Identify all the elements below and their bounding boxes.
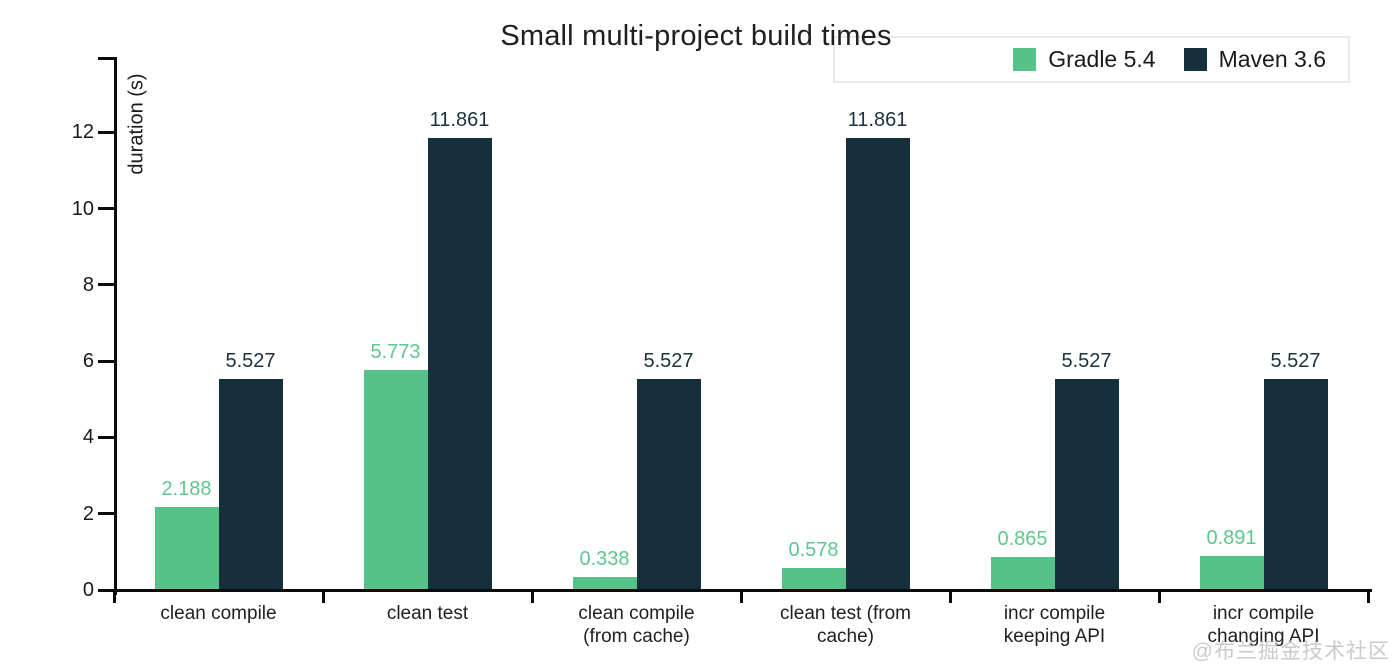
x-boundary-tick	[113, 590, 116, 603]
bar-maven-3-6-4	[1054, 379, 1119, 590]
bar-gradle-5-4-5	[1199, 556, 1264, 590]
chart-title: Small multi-project build times	[500, 20, 892, 52]
x-category-label: incr compile changing API	[1207, 603, 1320, 647]
y-tick-label: 0	[82, 579, 94, 601]
legend-swatch-maven-icon	[1183, 48, 1207, 71]
bar-value-label: 11.861	[847, 108, 908, 131]
x-category-label: clean test	[386, 603, 469, 624]
y-axis-title: duration (s)	[125, 73, 148, 175]
bar-maven-3-6-5	[1263, 379, 1328, 590]
x-category-label: clean compile (from cache)	[578, 603, 695, 647]
y-tick-label: 2	[82, 502, 94, 525]
bar-gradle-5-4-1	[363, 369, 428, 590]
x-category-label: clean compile	[160, 603, 277, 624]
watermark: @布兰掘金技术社区	[1191, 640, 1390, 663]
y-axis-line	[114, 57, 117, 595]
x-boundary-tick	[1158, 590, 1161, 603]
legend-label-gradle: Gradle 5.4	[1048, 46, 1156, 72]
bar-value-label: 0.865	[997, 528, 1048, 550]
bar-value-label: 2.188	[161, 477, 212, 500]
x-boundary-tick	[322, 590, 325, 603]
bar-value-label: 0.578	[788, 538, 839, 561]
bar-value-label: 0.338	[579, 548, 630, 571]
legend-item-gradle: Gradle 5.4	[1013, 46, 1156, 73]
y-tick	[98, 588, 114, 592]
y-tick	[98, 435, 114, 439]
y-tick-label: 4	[82, 426, 94, 449]
y-tick-label: 12	[71, 121, 94, 144]
bar-value-label: 5.527	[1270, 350, 1321, 373]
y-tick-label: 6	[82, 350, 94, 373]
x-boundary-tick	[1367, 590, 1370, 603]
bar-maven-3-6-1	[427, 137, 492, 590]
bar-gradle-5-4-4	[990, 557, 1055, 590]
y-tick	[98, 512, 114, 516]
bar-value-label: 5.773	[370, 340, 421, 363]
y-tick-label: 10	[71, 197, 94, 220]
bar-maven-3-6-3	[845, 137, 910, 590]
bar-value-label: 5.527	[643, 350, 694, 373]
bar-value-label: 11.861	[429, 108, 490, 131]
bar-value-label: 5.527	[1061, 350, 1112, 373]
y-axis-endcap-tick	[98, 56, 114, 60]
legend-label-maven: Maven 3.6	[1218, 46, 1326, 72]
y-tick	[98, 207, 114, 210]
x-category-label: incr compile keeping API	[1003, 603, 1106, 647]
x-boundary-tick	[740, 590, 743, 603]
bar-value-label: 5.527	[225, 350, 276, 373]
bar-value-label: 0.891	[1206, 527, 1257, 549]
y-tick	[98, 283, 114, 287]
x-category-label: clean test (from cache)	[780, 603, 911, 647]
bar-maven-3-6-0	[218, 379, 283, 590]
y-tick	[98, 130, 114, 134]
bar-gradle-5-4-2	[572, 577, 637, 590]
bar-gradle-5-4-0	[154, 506, 219, 590]
x-boundary-tick	[531, 590, 534, 603]
legend: Gradle 5.4 Maven 3.6	[833, 36, 1350, 83]
x-boundary-tick	[949, 590, 952, 603]
legend-item-maven: Maven 3.6	[1183, 46, 1326, 73]
bar-gradle-5-4-3	[781, 567, 846, 590]
y-tick	[98, 359, 114, 363]
bar-maven-3-6-2	[636, 379, 701, 590]
y-tick-label: 8	[82, 273, 94, 296]
legend-swatch-gradle-icon	[1013, 48, 1037, 71]
